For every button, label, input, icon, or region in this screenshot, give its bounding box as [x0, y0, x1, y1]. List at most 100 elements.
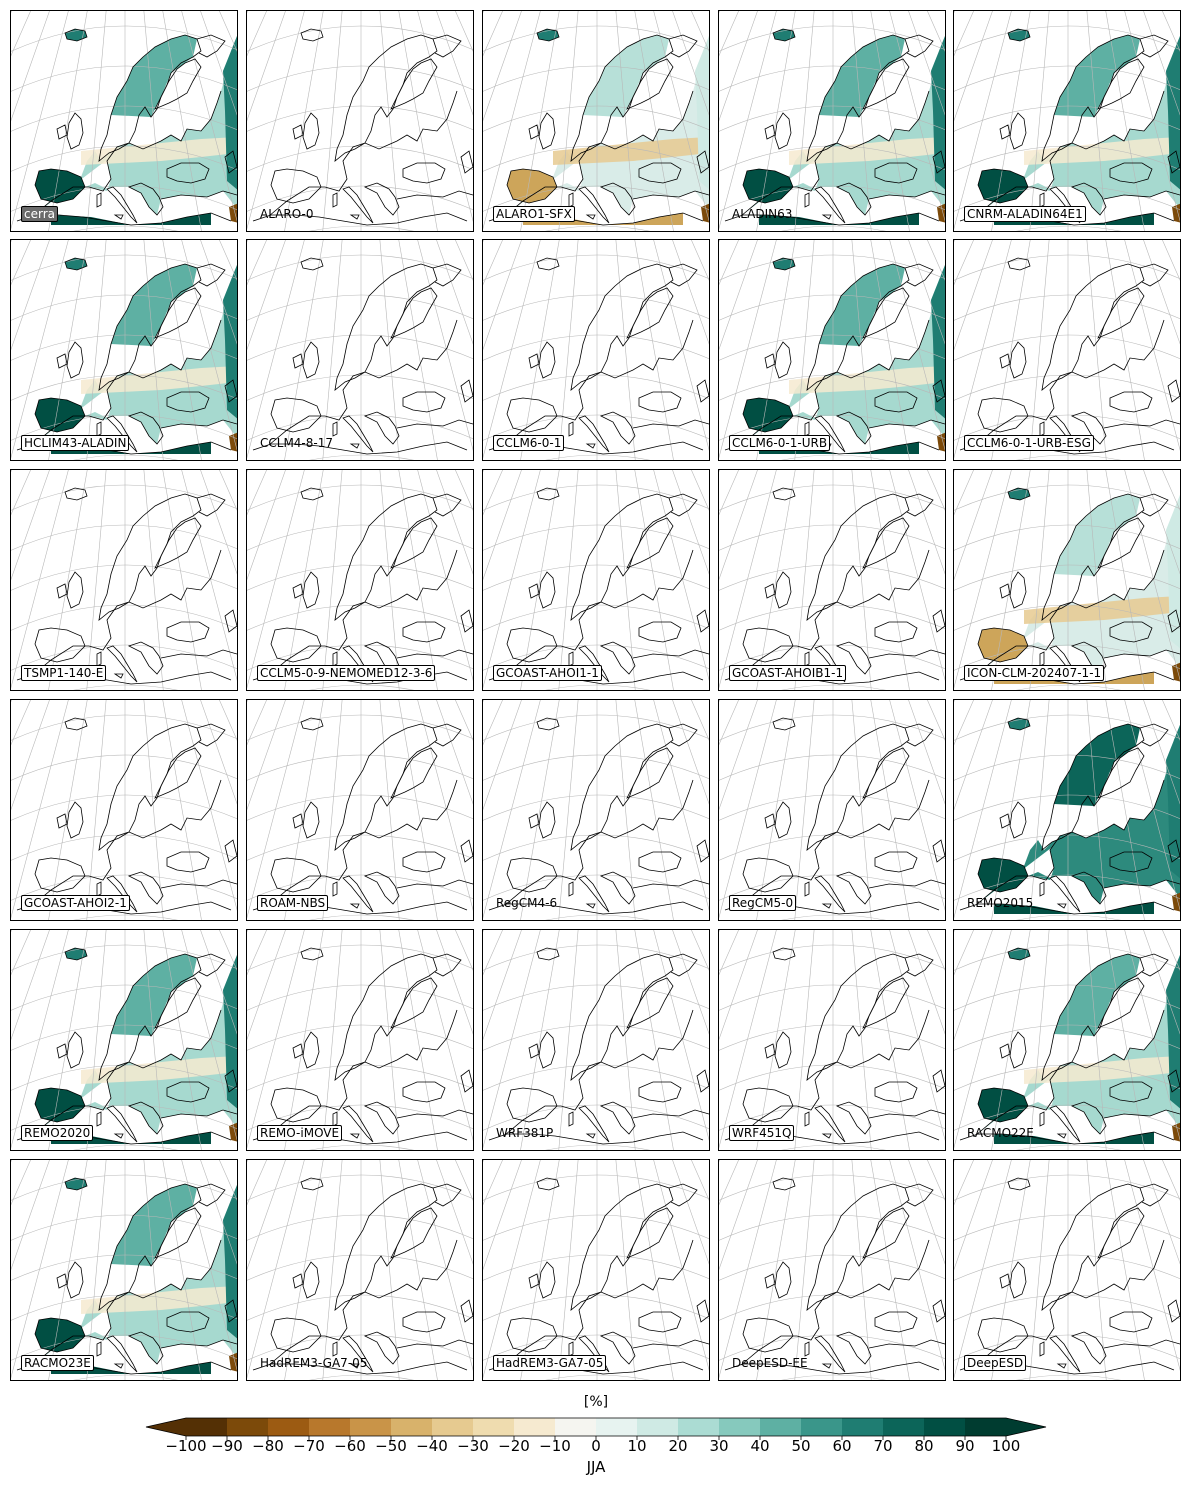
colorbar: [%] −100 −90 −80 −70 −60 −50 −40 −30 −20 −10 0 10 20… — [0, 1390, 1192, 1486]
colorbar-tick-label: −70 — [293, 1437, 325, 1455]
europe-map — [719, 700, 945, 920]
map-panel: CCLM5-0-9-NEMOMED12-3-6 — [246, 469, 474, 691]
map-panel: HCLIM43-ALADIN — [10, 239, 238, 461]
panel-label: CCLM6-0-1-URB — [729, 435, 831, 451]
panel-label: REMO2015 — [967, 896, 1034, 910]
colorbar-bin — [432, 1418, 474, 1436]
panel-label: HCLIM43-ALADIN — [21, 435, 130, 451]
map-panel: ICON-CLM-202407-1-1 — [953, 469, 1181, 691]
colorbar-bin — [473, 1418, 515, 1436]
colorbar-tick-label: −20 — [498, 1437, 530, 1455]
colorbar-tick-label: 90 — [955, 1437, 975, 1455]
panel-label: WRF451Q — [729, 1125, 795, 1141]
panel-label: WRF381P — [496, 1126, 554, 1140]
colorbar-bin — [391, 1418, 433, 1436]
europe-map — [954, 930, 1180, 1150]
panel-label: REMO2020 — [21, 1125, 94, 1141]
colorbar-tick-label: 0 — [591, 1437, 601, 1455]
panel-label: HadREM3-GA7-05 — [260, 1356, 368, 1370]
europe-map — [11, 240, 237, 460]
europe-map — [247, 470, 473, 690]
colorbar-bin — [186, 1418, 228, 1436]
panel-label: cerra — [21, 206, 58, 222]
panel-label: GCOAST-AHOI2-1 — [21, 895, 130, 911]
europe-map — [954, 1160, 1180, 1380]
europe-map — [483, 240, 709, 460]
panel-label: CCLM6-0-1 — [493, 435, 565, 451]
europe-map — [954, 470, 1180, 690]
panel-label: DeepESD-EE — [732, 1356, 808, 1370]
map-panel: GCOAST-AHOI2-1 — [10, 699, 238, 921]
map-panel: HadREM3-GA7-05 — [482, 1159, 710, 1381]
europe-map — [954, 240, 1180, 460]
map-panel-grid: cerra ALARO-0 ALARO1-SFX ALADIN63 CNRM-ALADI… — [10, 10, 1181, 1381]
colorbar-tick-label: 30 — [709, 1437, 729, 1455]
colorbar-tick-label: −30 — [457, 1437, 489, 1455]
map-panel: ALADIN63 — [718, 10, 946, 232]
europe-map — [247, 930, 473, 1150]
panel-label: ICON-CLM-202407-1-1 — [964, 665, 1105, 681]
colorbar-tick-label: 20 — [668, 1437, 688, 1455]
panel-label: REMO-iMOVE — [257, 1125, 343, 1141]
panel-label: HadREM3-GA7-05 — [493, 1355, 607, 1371]
europe-map — [11, 700, 237, 920]
colorbar-tick-label: −80 — [252, 1437, 284, 1455]
map-panel: RACMO22E — [953, 929, 1181, 1151]
map-panel: DeepESD — [953, 1159, 1181, 1381]
colorbar-bin — [719, 1418, 761, 1436]
panel-label: RegCM4-6 — [496, 896, 558, 910]
colorbar-tick-label: −100 — [165, 1437, 207, 1455]
map-panel: WRF451Q — [718, 929, 946, 1151]
europe-map — [483, 470, 709, 690]
colorbar-bin — [309, 1418, 351, 1436]
map-panel: GCOAST-AHOI1-1 — [482, 469, 710, 691]
panel-label: CCLM5-0-9-NEMOMED12-3-6 — [257, 665, 436, 681]
colorbar-tick-label: −40 — [416, 1437, 448, 1455]
panel-label: RegCM5-0 — [729, 895, 797, 911]
colorbar-scale — [145, 1417, 1047, 1440]
colorbar-bin — [924, 1418, 966, 1436]
map-panel: REMO-iMOVE — [246, 929, 474, 1151]
panel-label: CCLM6-0-1-URB-ESG — [964, 435, 1094, 451]
colorbar-tick-label: −50 — [375, 1437, 407, 1455]
colorbar-extend-low — [146, 1418, 186, 1436]
panel-label: GCOAST-AHOI1-1 — [493, 665, 602, 681]
europe-map — [719, 470, 945, 690]
panel-label: DeepESD — [964, 1355, 1027, 1371]
colorbar-bin — [883, 1418, 925, 1436]
panel-label: ALARO-0 — [260, 207, 314, 221]
map-panel: TSMP1-140-E — [10, 469, 238, 691]
map-panel: GCOAST-AHOIB1-1 — [718, 469, 946, 691]
colorbar-bin — [637, 1418, 679, 1436]
europe-map — [719, 240, 945, 460]
panel-label: CCLM4-8-17 — [260, 436, 333, 450]
map-panel: CCLM6-0-1-URB-ESG — [953, 239, 1181, 461]
map-panel: CNRM-ALADIN64E1 — [953, 10, 1181, 232]
europe-map — [247, 1160, 473, 1380]
map-panel: ROAM-NBS — [246, 699, 474, 921]
colorbar-extend-high — [1006, 1418, 1046, 1436]
colorbar-bin — [965, 1418, 1007, 1436]
map-panel: ALARO1-SFX — [482, 10, 710, 232]
europe-map — [247, 700, 473, 920]
europe-map — [483, 930, 709, 1150]
map-panel: RegCM5-0 — [718, 699, 946, 921]
colorbar-tick-label: −60 — [334, 1437, 366, 1455]
map-panel: DeepESD-EE — [718, 1159, 946, 1381]
colorbar-season-label: JJA — [586, 1458, 606, 1476]
map-panel: REMO2020 — [10, 929, 238, 1151]
colorbar-tick-label: 60 — [832, 1437, 852, 1455]
colorbar-tick-label: 80 — [914, 1437, 934, 1455]
europe-map — [247, 11, 473, 231]
map-panel: CCLM6-0-1 — [482, 239, 710, 461]
map-panel: HadREM3-GA7-05 — [246, 1159, 474, 1381]
europe-map — [719, 930, 945, 1150]
colorbar-units: [%] — [583, 1394, 609, 1410]
europe-map — [954, 700, 1180, 920]
colorbar-bin — [268, 1418, 310, 1436]
europe-map — [483, 1160, 709, 1380]
colorbar-bin — [678, 1418, 720, 1436]
colorbar-bin — [596, 1418, 638, 1436]
colorbar-bin — [350, 1418, 392, 1436]
map-panel: cerra — [10, 10, 238, 232]
